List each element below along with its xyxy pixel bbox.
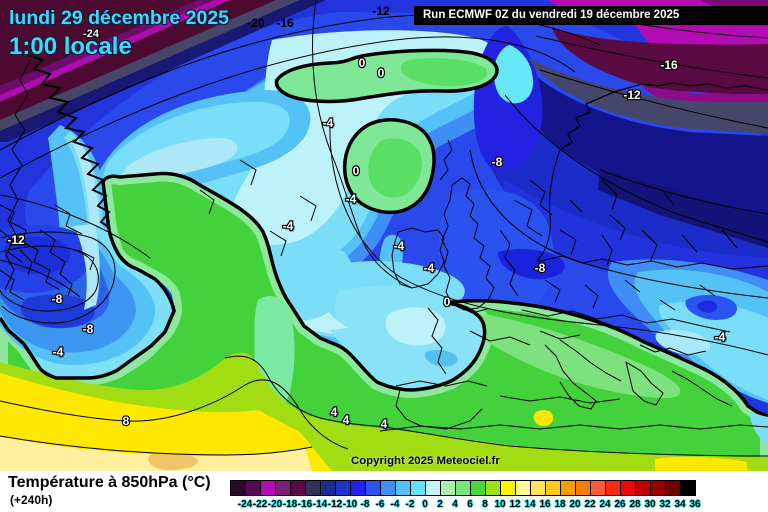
svg-text:0: 0 — [353, 164, 360, 178]
svg-text:4: 4 — [331, 405, 338, 419]
svg-text:8: 8 — [123, 414, 130, 428]
svg-text:0: 0 — [444, 295, 451, 309]
svg-text:-16: -16 — [660, 58, 678, 72]
svg-text:-12: -12 — [372, 4, 390, 18]
svg-text:0: 0 — [359, 56, 366, 70]
svg-text:-12: -12 — [623, 88, 641, 102]
svg-text:-8: -8 — [492, 155, 503, 169]
svg-text:-16: -16 — [276, 16, 294, 30]
svg-text:-4: -4 — [283, 219, 294, 233]
svg-text:-8: -8 — [535, 261, 546, 275]
svg-text:-4: -4 — [323, 116, 334, 130]
svg-text:-4: -4 — [424, 261, 435, 275]
svg-text:4: 4 — [381, 417, 388, 431]
svg-text:0: 0 — [378, 66, 385, 80]
svg-text:4: 4 — [343, 413, 350, 427]
svg-text:-4: -4 — [53, 345, 64, 359]
svg-text:-8: -8 — [83, 322, 94, 336]
svg-text:-4: -4 — [715, 330, 726, 344]
svg-text:-8: -8 — [52, 292, 63, 306]
svg-text:-20: -20 — [247, 16, 265, 30]
svg-text:-12: -12 — [7, 233, 25, 247]
svg-text:-24: -24 — [83, 28, 100, 40]
svg-text:-4: -4 — [346, 192, 357, 206]
svg-text:-4: -4 — [394, 239, 405, 253]
